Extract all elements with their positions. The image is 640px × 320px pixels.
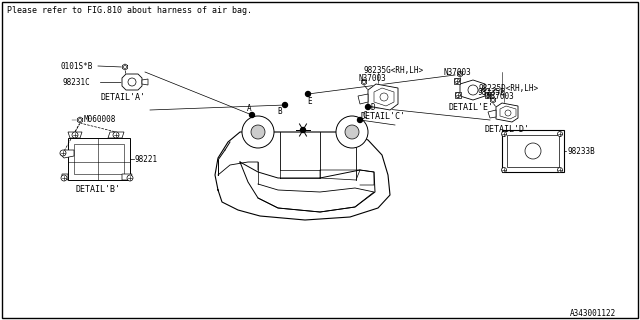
Polygon shape (142, 79, 148, 85)
Polygon shape (455, 92, 461, 98)
Polygon shape (362, 79, 367, 85)
Polygon shape (485, 92, 491, 98)
Bar (507, 135, 559, 167)
Text: 98231C: 98231C (62, 77, 90, 86)
Circle shape (301, 127, 305, 132)
Polygon shape (215, 132, 390, 220)
Circle shape (502, 132, 506, 137)
Circle shape (282, 102, 287, 108)
Polygon shape (68, 132, 82, 138)
Polygon shape (368, 84, 398, 110)
Polygon shape (496, 103, 518, 122)
Polygon shape (460, 80, 485, 100)
Circle shape (468, 85, 478, 95)
Circle shape (345, 125, 359, 139)
Bar (74, 144, 124, 174)
Text: DETAIL'A': DETAIL'A' (100, 92, 145, 101)
Circle shape (358, 117, 362, 123)
Text: C: C (363, 110, 367, 119)
Circle shape (365, 105, 371, 109)
Polygon shape (122, 74, 142, 90)
Polygon shape (77, 117, 83, 123)
Circle shape (79, 118, 81, 122)
Circle shape (362, 81, 365, 84)
Circle shape (72, 132, 78, 138)
Polygon shape (368, 84, 398, 110)
Circle shape (557, 132, 563, 137)
Circle shape (458, 73, 461, 76)
Circle shape (124, 66, 127, 68)
Text: DETAIL'D': DETAIL'D' (484, 124, 529, 133)
Text: A: A (246, 103, 252, 113)
Circle shape (113, 132, 119, 138)
Bar (68, 138, 130, 180)
Polygon shape (60, 150, 74, 158)
Circle shape (525, 143, 541, 159)
Polygon shape (62, 174, 68, 180)
Text: DETAIL'C': DETAIL'C' (360, 111, 406, 121)
Text: N37003: N37003 (486, 92, 514, 100)
Text: 98235D<RH,LH>: 98235D<RH,LH> (478, 84, 538, 92)
Text: D: D (371, 102, 375, 111)
Polygon shape (496, 103, 518, 122)
Polygon shape (488, 110, 496, 118)
Circle shape (250, 113, 255, 117)
Circle shape (456, 92, 461, 98)
Polygon shape (500, 106, 516, 119)
Text: Please refer to FIG.810 about harness of air bag.: Please refer to FIG.810 about harness of… (7, 5, 252, 14)
Circle shape (502, 167, 506, 172)
Polygon shape (458, 71, 463, 77)
Polygon shape (358, 94, 368, 104)
Text: 98233B: 98233B (567, 147, 595, 156)
Text: 98221: 98221 (134, 155, 157, 164)
Circle shape (127, 175, 133, 181)
Circle shape (305, 92, 310, 97)
Bar (502, 130, 564, 172)
Text: N37003: N37003 (443, 68, 471, 76)
Circle shape (380, 93, 388, 101)
Polygon shape (460, 80, 485, 100)
Circle shape (61, 175, 67, 181)
Text: B: B (278, 107, 282, 116)
Polygon shape (122, 174, 132, 180)
Text: DETAIL'B': DETAIL'B' (76, 185, 120, 194)
Circle shape (557, 167, 563, 172)
Text: E: E (308, 97, 312, 106)
Text: 0101S*B: 0101S*B (60, 61, 92, 70)
Text: 98235E: 98235E (477, 87, 505, 97)
Text: A343001122: A343001122 (570, 309, 616, 318)
Polygon shape (122, 64, 127, 70)
Circle shape (454, 78, 460, 84)
Circle shape (242, 116, 274, 148)
Circle shape (336, 116, 368, 148)
Circle shape (505, 110, 511, 116)
Text: M060008: M060008 (84, 115, 116, 124)
Polygon shape (454, 78, 460, 84)
Polygon shape (122, 74, 142, 90)
Polygon shape (108, 132, 124, 138)
Text: N37003: N37003 (358, 74, 386, 83)
Text: DETAIL'E': DETAIL'E' (449, 102, 493, 111)
Circle shape (251, 125, 265, 139)
Text: 98235G<RH,LH>: 98235G<RH,LH> (363, 66, 423, 75)
Circle shape (492, 99, 495, 101)
Polygon shape (490, 97, 495, 103)
Circle shape (486, 92, 490, 98)
Polygon shape (374, 88, 394, 106)
Circle shape (60, 150, 66, 156)
Circle shape (128, 78, 136, 86)
